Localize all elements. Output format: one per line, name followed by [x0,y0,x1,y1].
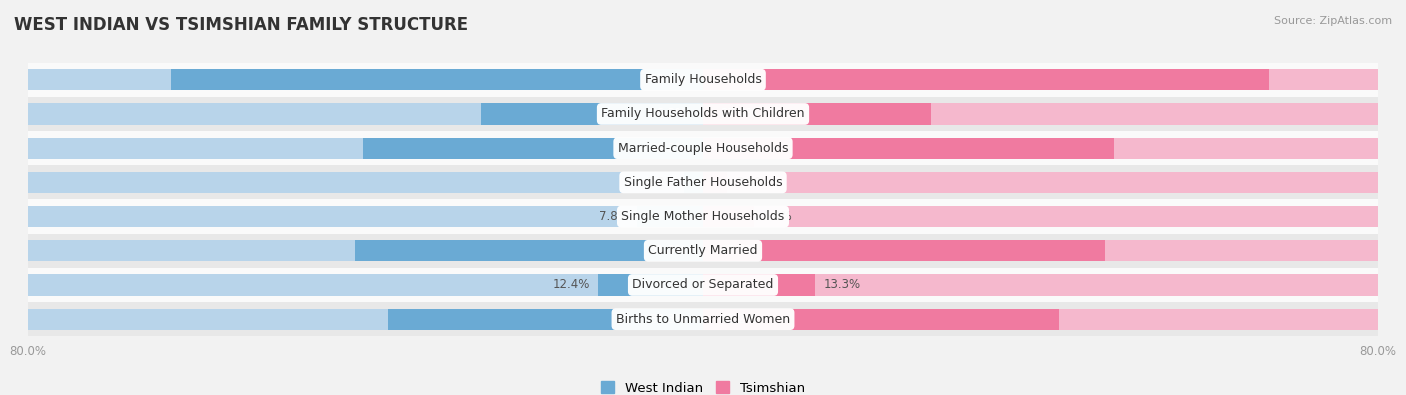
Text: Births to Unmarried Women: Births to Unmarried Women [616,313,790,326]
Bar [28,199,1378,234]
Bar [388,308,703,330]
Text: Married-couple Households: Married-couple Households [617,142,789,155]
Legend: West Indian, Tsimshian: West Indian, Tsimshian [600,382,806,395]
Bar [703,308,1378,330]
Bar [637,206,703,227]
Text: 27.0%: 27.0% [720,107,756,120]
Text: Source: ZipAtlas.com: Source: ZipAtlas.com [1274,16,1392,26]
Bar [599,275,703,295]
Text: 41.3%: 41.3% [650,244,686,257]
Text: 63.1%: 63.1% [650,73,686,86]
Bar [703,172,727,193]
Text: 12.4%: 12.4% [553,278,591,292]
Bar [28,308,703,330]
Bar [703,103,931,124]
Bar [703,275,1378,295]
Bar [28,275,703,295]
Text: 42.2%: 42.2% [720,313,758,326]
Text: WEST INDIAN VS TSIMSHIAN FAMILY STRUCTURE: WEST INDIAN VS TSIMSHIAN FAMILY STRUCTUR… [14,16,468,34]
Text: Family Households: Family Households [644,73,762,86]
Bar [703,240,1105,261]
Text: Currently Married: Currently Married [648,244,758,257]
Text: Single Mother Households: Single Mother Households [621,210,785,223]
Bar [28,131,1378,165]
Bar [28,63,1378,97]
Bar [703,308,1059,330]
Bar [28,97,1378,131]
Text: 67.1%: 67.1% [720,73,758,86]
Bar [28,268,1378,302]
Bar [170,69,703,90]
Bar [354,240,703,261]
Text: 47.7%: 47.7% [720,244,758,257]
Text: 26.3%: 26.3% [650,107,686,120]
Bar [703,137,1114,159]
Bar [28,240,703,261]
Text: Divorced or Separated: Divorced or Separated [633,278,773,292]
Bar [28,302,1378,336]
Bar [28,206,703,227]
Bar [28,234,1378,268]
Text: 37.3%: 37.3% [650,313,686,326]
Text: 13.3%: 13.3% [824,278,860,292]
Bar [703,172,1378,193]
Bar [703,137,1378,159]
Bar [703,69,1378,90]
Bar [28,172,703,193]
Text: Family Households with Children: Family Households with Children [602,107,804,120]
Text: 2.9%: 2.9% [735,176,766,189]
Text: 7.8%: 7.8% [599,210,628,223]
Bar [703,69,1270,90]
Text: 48.7%: 48.7% [720,142,756,155]
Bar [703,240,1378,261]
Bar [363,137,703,159]
Text: 2.2%: 2.2% [647,176,676,189]
Bar [28,165,1378,199]
Bar [28,103,703,124]
Text: 40.3%: 40.3% [650,142,686,155]
Bar [28,69,703,90]
Bar [685,172,703,193]
Bar [703,206,1378,227]
Bar [703,103,1378,124]
Bar [703,206,754,227]
Bar [28,137,703,159]
Bar [703,275,815,295]
Bar [481,103,703,124]
Text: 6.0%: 6.0% [762,210,792,223]
Text: Single Father Households: Single Father Households [624,176,782,189]
